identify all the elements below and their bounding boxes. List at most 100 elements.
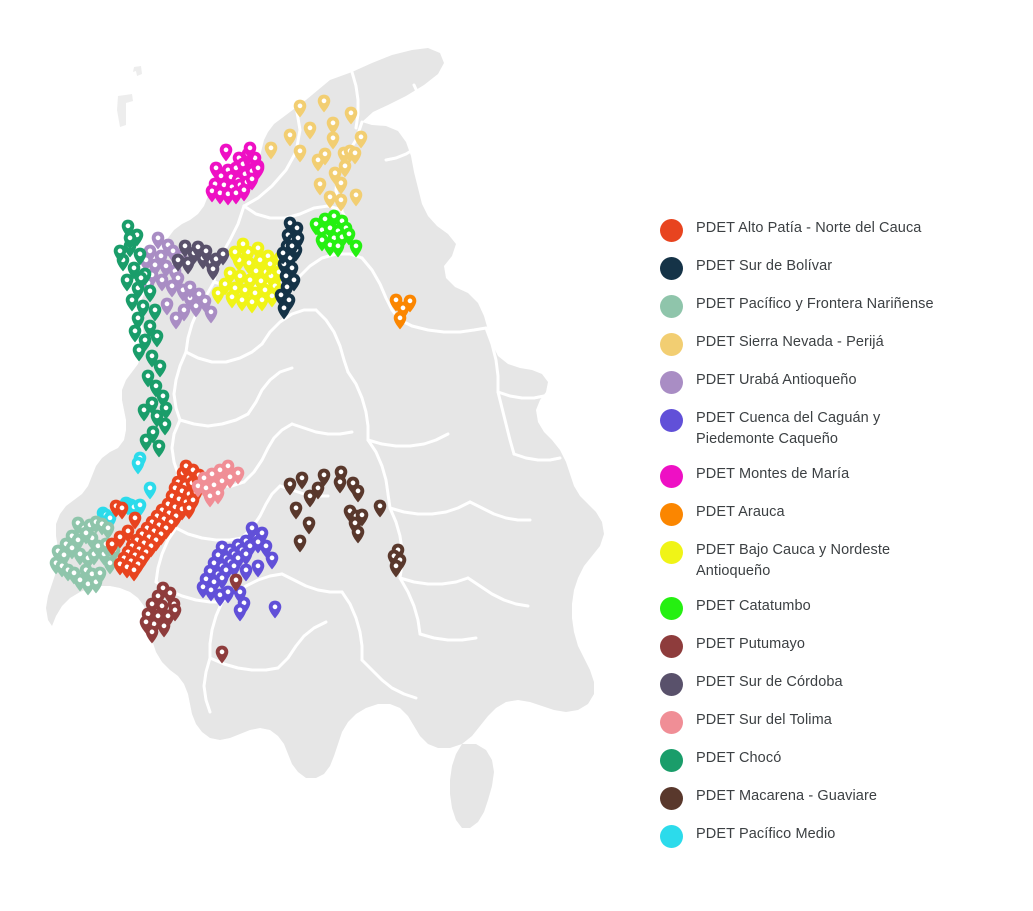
map-marker-sierra-nevada-perija[interactable]	[326, 131, 340, 150]
map-marker-cuenca-del-caguan-y-piedemonte-caqueteno[interactable]	[259, 539, 273, 558]
map-marker-sierra-nevada-perija[interactable]	[293, 99, 307, 118]
map-marker-macarena-guaviare[interactable]	[302, 516, 316, 535]
map-panel[interactable]	[0, 0, 660, 911]
map-marker-sur-de-bolivar[interactable]	[277, 301, 291, 320]
map-marker-sur-de-bolivar[interactable]	[291, 231, 305, 250]
legend-item-pacifico-medio[interactable]: PDET Pacífico Medio	[660, 824, 1033, 848]
legend-item-uraba-antioqueno[interactable]: PDET Urabá Antioqueño	[660, 370, 1033, 394]
legend-item-arauca[interactable]: PDET Arauca	[660, 502, 1033, 526]
map-marker-choco[interactable]	[134, 271, 148, 290]
map-marker-sur-de-cordoba[interactable]	[216, 247, 230, 266]
legend-item-macarena-guaviare[interactable]: PDET Macarena - Guaviare	[660, 786, 1033, 810]
map-marker-sierra-nevada-perija[interactable]	[348, 146, 362, 165]
map-marker-uraba-antioqueno[interactable]	[151, 231, 165, 250]
map-marker-choco[interactable]	[158, 417, 172, 436]
legend-item-cuenca-del-caguan-y-piedemonte-caqueteno[interactable]: PDET Cuenca del Caguán y Piedemonte Caque…	[660, 408, 1033, 450]
legend-item-choco[interactable]: PDET Chocó	[660, 748, 1033, 772]
legend-item-putumayo[interactable]: PDET Putumayo	[660, 634, 1033, 658]
map-marker-sur-de-cordoba[interactable]	[206, 262, 220, 281]
map-marker-alto-patia-norte-del-cauca[interactable]	[128, 511, 142, 530]
map-marker-choco[interactable]	[125, 293, 139, 312]
map-marker-alto-patia-norte-del-cauca[interactable]	[115, 501, 129, 520]
map-marker-putumayo[interactable]	[157, 619, 171, 638]
map-marker-choco[interactable]	[132, 343, 146, 362]
map-marker-sierra-nevada-perija[interactable]	[338, 159, 352, 178]
map-marker-cuenca-del-caguan-y-piedemonte-caqueteno[interactable]	[239, 563, 253, 582]
map-marker-cuenca-del-caguan-y-piedemonte-caqueteno[interactable]	[268, 600, 282, 619]
map-marker-cuenca-del-caguan-y-piedemonte-caqueteno[interactable]	[251, 559, 265, 578]
map-marker-sierra-nevada-perija[interactable]	[303, 121, 317, 140]
map-marker-sierra-nevada-perija[interactable]	[334, 193, 348, 212]
map-marker-cuenca-del-caguan-y-piedemonte-caqueteno[interactable]	[239, 547, 253, 566]
map-marker-alto-patia-norte-del-cauca[interactable]	[127, 563, 141, 582]
map-marker-sierra-nevada-perija[interactable]	[326, 116, 340, 135]
map-marker-sur-de-bolivar[interactable]	[276, 246, 290, 265]
map-marker-choco[interactable]	[128, 324, 142, 343]
map-marker-sur-de-cordoba[interactable]	[171, 253, 185, 272]
map-marker-cuenca-del-caguan-y-piedemonte-caqueteno[interactable]	[245, 521, 259, 540]
map-marker-macarena-guaviare[interactable]	[373, 499, 387, 518]
map-marker-choco[interactable]	[143, 284, 157, 303]
legend-item-alto-patia-norte-del-cauca[interactable]: PDET Alto Patía - Norte del Cauca	[660, 218, 1033, 242]
map-marker-sierra-nevada-perija[interactable]	[349, 188, 363, 207]
map-marker-catatumbo[interactable]	[315, 233, 329, 252]
map-marker-pacifico-y-frontera-narinense[interactable]	[79, 526, 93, 545]
map-marker-arauca[interactable]	[403, 294, 417, 313]
map-marker-macarena-guaviare[interactable]	[303, 489, 317, 508]
map-marker-choco[interactable]	[153, 359, 167, 378]
map-marker-alto-patia-norte-del-cauca[interactable]	[105, 537, 119, 556]
map-marker-pacifico-medio[interactable]	[143, 481, 157, 500]
map-marker-montes-de-maria[interactable]	[251, 161, 265, 180]
map-marker-bajo-cauca-y-nordeste-antioqueno[interactable]	[235, 293, 249, 312]
map-marker-choco[interactable]	[137, 403, 151, 422]
map-marker-cuenca-del-caguan-y-piedemonte-caqueteno[interactable]	[215, 571, 229, 590]
legend-item-sur-de-cordoba[interactable]: PDET Sur de Córdoba	[660, 672, 1033, 696]
map-marker-cuenca-del-caguan-y-piedemonte-caqueteno[interactable]	[227, 559, 241, 578]
map-marker-macarena-guaviare[interactable]	[295, 471, 309, 490]
map-marker-choco[interactable]	[120, 273, 134, 292]
map-marker-cuenca-del-caguan-y-piedemonte-caqueteno[interactable]	[221, 585, 235, 604]
legend-item-sur-del-tolima[interactable]: PDET Sur del Tolima	[660, 710, 1033, 734]
map-marker-catatumbo[interactable]	[349, 239, 363, 258]
map-marker-macarena-guaviare[interactable]	[351, 525, 365, 544]
map-marker-macarena-guaviare[interactable]	[333, 475, 347, 494]
map-marker-sur-del-tolima[interactable]	[211, 486, 225, 505]
map-marker-sur-de-cordoba[interactable]	[181, 256, 195, 275]
map-marker-sur-de-cordoba[interactable]	[191, 240, 205, 259]
map-marker-bajo-cauca-y-nordeste-antioqueno[interactable]	[225, 290, 239, 309]
map-marker-uraba-antioqueno[interactable]	[160, 297, 174, 316]
map-marker-sierra-nevada-perija[interactable]	[334, 176, 348, 195]
map-marker-bajo-cauca-y-nordeste-antioqueno[interactable]	[211, 286, 225, 305]
map-marker-sierra-nevada-perija[interactable]	[317, 94, 331, 113]
map-marker-putumayo[interactable]	[215, 645, 229, 664]
map-marker-sierra-nevada-perija[interactable]	[283, 128, 297, 147]
map-marker-sierra-nevada-perija[interactable]	[311, 153, 325, 172]
map-marker-bajo-cauca-y-nordeste-antioqueno[interactable]	[263, 257, 277, 276]
map-marker-uraba-antioqueno[interactable]	[155, 273, 169, 292]
map-marker-bajo-cauca-y-nordeste-antioqueno[interactable]	[228, 245, 242, 264]
map-marker-montes-de-maria[interactable]	[243, 141, 257, 160]
map-marker-macarena-guaviare[interactable]	[389, 559, 403, 578]
map-marker-sierra-nevada-perija[interactable]	[293, 144, 307, 163]
map-marker-choco[interactable]	[159, 401, 173, 420]
legend-item-sur-de-bolivar[interactable]: PDET Sur de Bolívar	[660, 256, 1033, 280]
map-marker-montes-de-maria[interactable]	[219, 143, 233, 162]
map-marker-bajo-cauca-y-nordeste-antioqueno[interactable]	[245, 295, 259, 314]
map-marker-montes-de-maria[interactable]	[237, 183, 251, 202]
map-marker-sierra-nevada-perija[interactable]	[313, 177, 327, 196]
map-marker-choco[interactable]	[139, 433, 153, 452]
map-marker-putumayo[interactable]	[145, 625, 159, 644]
map-marker-choco[interactable]	[148, 303, 162, 322]
legend-item-sierra-nevada-perija[interactable]: PDET Sierra Nevada - Perijá	[660, 332, 1033, 356]
map-marker-macarena-guaviare[interactable]	[293, 534, 307, 553]
map-marker-uraba-antioqueno[interactable]	[169, 311, 183, 330]
map-marker-macarena-guaviare[interactable]	[289, 501, 303, 520]
map-marker-macarena-guaviare[interactable]	[283, 477, 297, 496]
map-marker-pacifico-y-frontera-narinense[interactable]	[93, 566, 107, 585]
map-marker-alto-patia-norte-del-cauca[interactable]	[182, 501, 196, 520]
map-marker-choco[interactable]	[150, 329, 164, 348]
legend-item-pacifico-y-frontera-narinense[interactable]: PDET Pacífico y Frontera Nariñense	[660, 294, 1033, 318]
map-marker-choco[interactable]	[133, 247, 147, 266]
map-marker-cuenca-del-caguan-y-piedemonte-caqueteno[interactable]	[233, 603, 247, 622]
map-marker-pacifico-medio[interactable]	[131, 456, 145, 475]
